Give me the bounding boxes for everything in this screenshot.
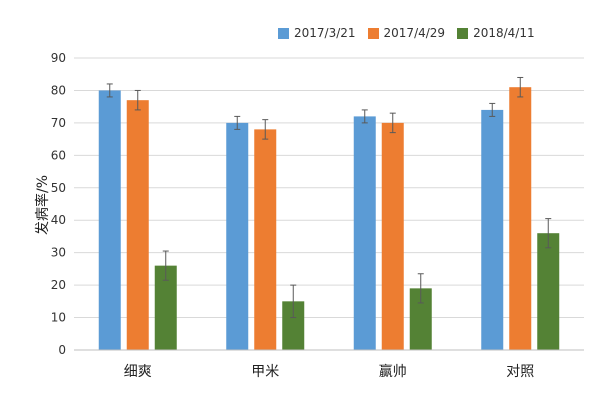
y-tick-label: 80 — [51, 83, 66, 97]
error-bar — [545, 218, 552, 249]
y-tick-label: 90 — [51, 51, 66, 65]
error-bars — [106, 76, 552, 319]
y-tick-label: 70 — [51, 116, 66, 130]
error-bar — [290, 284, 297, 319]
bar — [353, 116, 376, 351]
y-tick-label: 60 — [51, 148, 66, 162]
bar — [126, 100, 149, 350]
legend-label-series-3: 2018/4/11 — [473, 26, 535, 40]
bar — [98, 90, 121, 350]
bar — [154, 265, 177, 350]
gridlines — [74, 57, 584, 319]
y-tick-label: 0 — [58, 343, 66, 357]
x-tick-label: 对照 — [506, 364, 534, 380]
bar — [254, 129, 277, 350]
y-tick-label: 10 — [51, 311, 66, 325]
error-bar — [389, 112, 396, 134]
x-tick-label: 甲米 — [251, 364, 279, 380]
bar — [537, 233, 560, 350]
y-tick-label: 40 — [51, 213, 66, 227]
error-bar — [489, 102, 496, 117]
legend-label-series-1: 2017/3/21 — [294, 26, 356, 40]
bar — [282, 301, 305, 350]
y-axis-ticks: 0 10 20 30 40 50 60 70 80 90 — [51, 51, 66, 357]
legend: 2017/3/21 2017/4/29 2018/4/11 — [278, 26, 535, 40]
legend-label-series-2: 2017/4/29 — [383, 26, 446, 40]
y-tick-label: 20 — [51, 278, 66, 292]
legend-swatch-series-2 — [367, 27, 379, 39]
legend-swatch-series-3 — [457, 27, 469, 39]
error-bar — [361, 109, 368, 124]
y-tick-label: 50 — [51, 181, 66, 195]
legend-swatch-series-1 — [278, 27, 289, 39]
legend-item-series-2: 2017/4/29 — [367, 26, 446, 40]
legend-item-series-3: 2018/4/11 — [457, 26, 535, 40]
error-bar — [417, 273, 424, 304]
error-bar — [517, 76, 524, 98]
error-bar — [162, 250, 169, 281]
bar — [481, 109, 504, 351]
error-bar — [262, 119, 269, 140]
x-tick-label: 细爽 — [124, 364, 152, 380]
error-bar — [134, 89, 141, 111]
x-tick-label: 赢帅 — [379, 363, 407, 380]
error-bar — [106, 83, 113, 98]
y-axis-label: 发病率/% — [35, 174, 52, 236]
bar — [409, 288, 432, 350]
legend-item-series-1: 2017/3/21 — [278, 26, 356, 40]
y-tick-label: 30 — [51, 246, 66, 260]
bars — [98, 87, 560, 351]
bar — [509, 87, 532, 350]
bar — [381, 122, 404, 350]
x-axis-ticks: 细爽 甲米 赢帅 对照 — [124, 363, 535, 380]
bar — [226, 122, 249, 350]
error-bar — [234, 115, 241, 130]
